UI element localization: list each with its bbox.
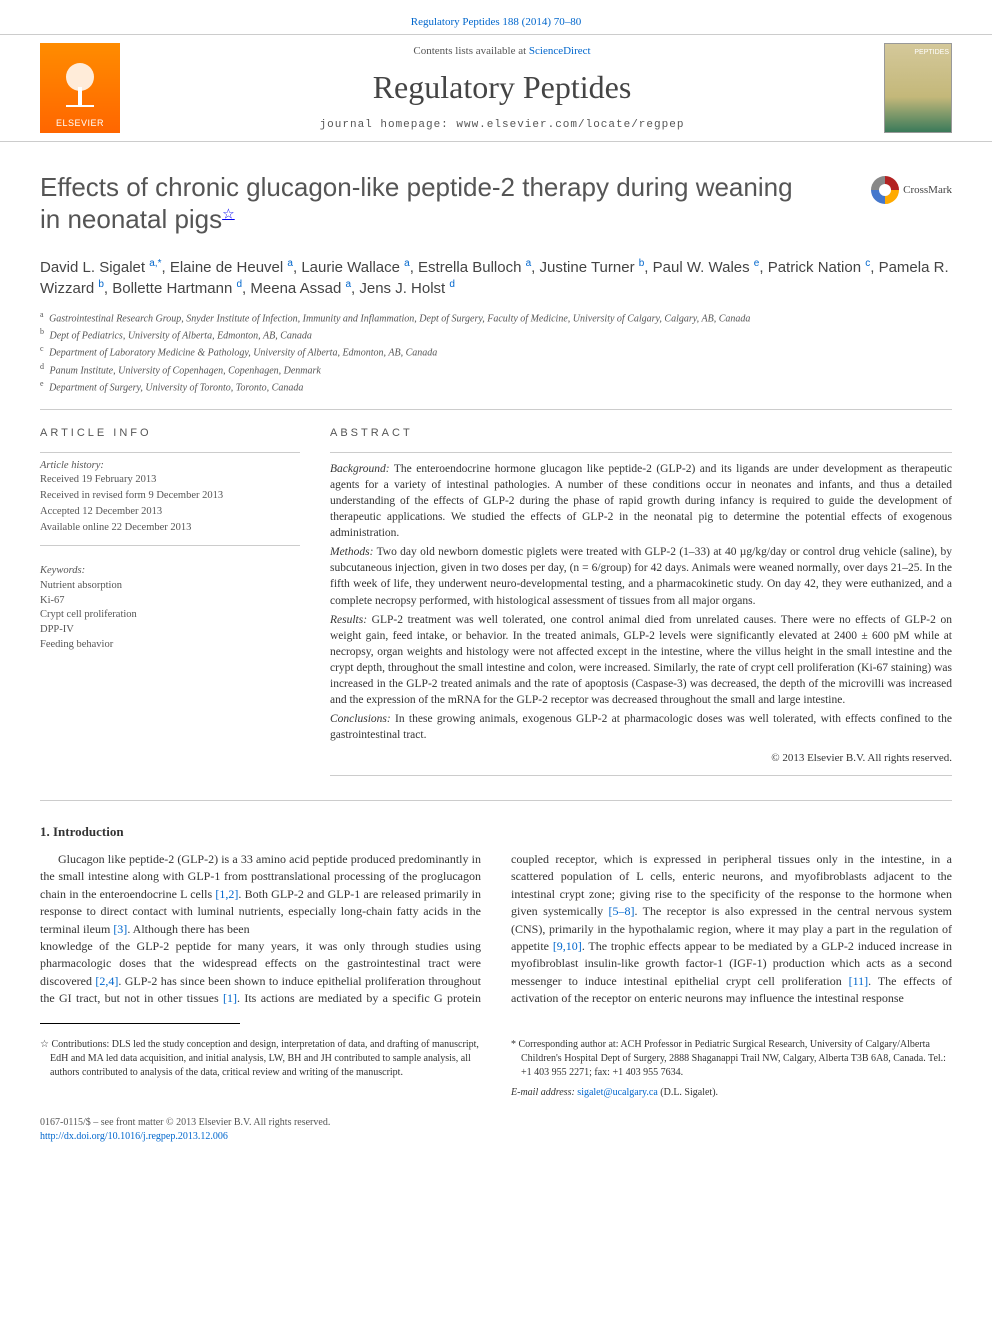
author-affil-sup: d (449, 279, 455, 290)
author-list: David L. Sigalet a,*, Elaine de Heuvel a… (0, 245, 992, 305)
keywords-label: Keywords: (40, 564, 300, 579)
author-affil-sup: d (236, 279, 242, 290)
crossmark-icon (871, 176, 899, 204)
author-affil-sup: a (345, 279, 351, 290)
affiliation: e Department of Surgery, University of T… (40, 378, 952, 395)
affiliation-list: a Gastrointestinal Research Group, Snyde… (0, 305, 992, 410)
author-affil-sup: a (287, 258, 293, 269)
author-affil-sup: e (754, 258, 760, 269)
author: Elaine de Heuvel a (170, 259, 293, 276)
author-corresp-link[interactable]: * (158, 258, 162, 269)
ref-link[interactable]: [2,4] (95, 974, 118, 988)
ref-link[interactable]: [9,10] (553, 939, 582, 953)
author-affil-sup: a, (149, 258, 157, 269)
title-text: Effects of chronic glucagon-like peptide… (40, 172, 793, 233)
abstract-label: ABSTRACT (330, 426, 952, 441)
article-info-column: ARTICLE INFO Article history: Received 1… (40, 426, 300, 775)
author: Justine Turner b (540, 259, 645, 276)
citation-header: Regulatory Peptides 188 (2014) 70–80 (0, 0, 992, 34)
author: Patrick Nation c (768, 259, 871, 276)
history-item: Received 19 February 2013 (40, 473, 300, 488)
author: Bollette Hartmann d (112, 280, 242, 297)
corresponding-footnote: * Corresponding author at: ACH Professor… (511, 1038, 952, 1080)
keyword: Ki-67 (40, 594, 300, 609)
article-title: Effects of chronic glucagon-like peptide… (40, 172, 800, 234)
journal-homepage: journal homepage: www.elsevier.com/locat… (120, 118, 884, 133)
author: Estrella Bulloch a (418, 259, 531, 276)
affiliation: b Dept of Pediatrics, University of Albe… (40, 326, 952, 343)
keyword: Nutrient absorption (40, 579, 300, 594)
footnote-rule (40, 1023, 240, 1024)
publisher-name: ELSEVIER (56, 117, 104, 130)
email-label: E-mail address: (511, 1087, 577, 1098)
history-item: Received in revised form 9 December 2013 (40, 489, 300, 504)
ref-link[interactable]: [11] (849, 974, 869, 988)
doi-link[interactable]: http://dx.doi.org/10.1016/j.regpep.2013.… (40, 1131, 228, 1142)
divider (330, 775, 952, 776)
intro-para: Glucagon like peptide-2 (GLP-2) is a 33 … (40, 851, 481, 938)
author: Meena Assad a (250, 280, 351, 297)
affiliation: c Department of Laboratory Medicine & Pa… (40, 343, 952, 360)
abstract-paragraph: Background: The enteroendocrine hormone … (330, 461, 952, 541)
history-item: Accepted 12 December 2013 (40, 505, 300, 520)
contents-line: Contents lists available at ScienceDirec… (120, 44, 884, 59)
author: Jens J. Holst d (359, 280, 455, 297)
affiliation: a Gastrointestinal Research Group, Snyde… (40, 309, 952, 326)
ref-link[interactable]: [3] (113, 922, 127, 936)
ref-link[interactable]: [1] (223, 991, 237, 1005)
issn-line: 0167-0115/$ – see front matter © 2013 El… (40, 1116, 952, 1130)
abstract-paragraph: Conclusions: In these growing animals, e… (330, 711, 952, 743)
divider (40, 545, 300, 546)
history-item: Available online 22 December 2013 (40, 521, 300, 536)
affiliation: d Panum Institute, University of Copenha… (40, 361, 952, 378)
author-affil-sup: b (639, 258, 645, 269)
abstract-column: ABSTRACT Background: The enteroendocrine… (330, 426, 952, 775)
email-footnote: E-mail address: sigalet@ucalgary.ca (D.L… (511, 1086, 952, 1100)
contents-prefix: Contents lists available at (413, 45, 528, 57)
abstract-paragraph: Methods: Two day old newborn domestic pi… (330, 544, 952, 608)
author: Paul W. Wales e (653, 259, 760, 276)
article-info-label: ARTICLE INFO (40, 426, 300, 441)
cover-label: PEPTIDES (914, 48, 949, 58)
keyword: Crypt cell proliferation (40, 608, 300, 623)
crossmark-label: CrossMark (903, 183, 952, 198)
email-link[interactable]: sigalet@ucalgary.ca (577, 1087, 657, 1098)
abstract-paragraph: Results: GLP-2 treatment was well tolera… (330, 612, 952, 709)
journal-name: Regulatory Peptides (120, 65, 884, 110)
divider (40, 452, 300, 453)
elsevier-tree-icon (55, 57, 105, 117)
journal-cover-thumbnail[interactable]: PEPTIDES (884, 43, 952, 133)
intro-heading: 1. Introduction (40, 823, 952, 841)
abstract-copyright: © 2013 Elsevier B.V. All rights reserved… (330, 751, 952, 766)
ref-link[interactable]: [5–8] (608, 904, 634, 918)
citation-link[interactable]: Regulatory Peptides 188 (2014) 70–80 (411, 16, 581, 28)
author: Laurie Wallace a (301, 259, 409, 276)
contribution-footnote: ☆ Contributions: DLS led the study conce… (40, 1038, 481, 1080)
publisher-logo[interactable]: ELSEVIER (40, 43, 120, 133)
author-affil-sup: c (865, 258, 870, 269)
footnotes: ☆ Contributions: DLS led the study conce… (0, 1030, 992, 1116)
email-suffix: (D.L. Sigalet). (658, 1087, 718, 1098)
sciencedirect-link[interactable]: ScienceDirect (529, 45, 591, 57)
page-footer: 0167-0115/$ – see front matter © 2013 El… (0, 1116, 992, 1164)
history-label: Article history: (40, 459, 300, 474)
crossmark-badge[interactable]: CrossMark (871, 176, 952, 204)
masthead: ELSEVIER Contents lists available at Sci… (40, 43, 952, 133)
divider (330, 452, 952, 453)
author-affil-sup: a (526, 258, 532, 269)
keyword: Feeding behavior (40, 638, 300, 653)
keyword: DPP-IV (40, 623, 300, 638)
author-affil-sup: a (404, 258, 410, 269)
author: David L. Sigalet a,* (40, 259, 161, 276)
title-footnote-link[interactable]: ☆ (222, 205, 235, 221)
ref-link[interactable]: [1,2] (215, 887, 238, 901)
author-affil-sup: b (98, 279, 104, 290)
intro-body: Glucagon like peptide-2 (GLP-2) is a 33 … (40, 851, 952, 1008)
